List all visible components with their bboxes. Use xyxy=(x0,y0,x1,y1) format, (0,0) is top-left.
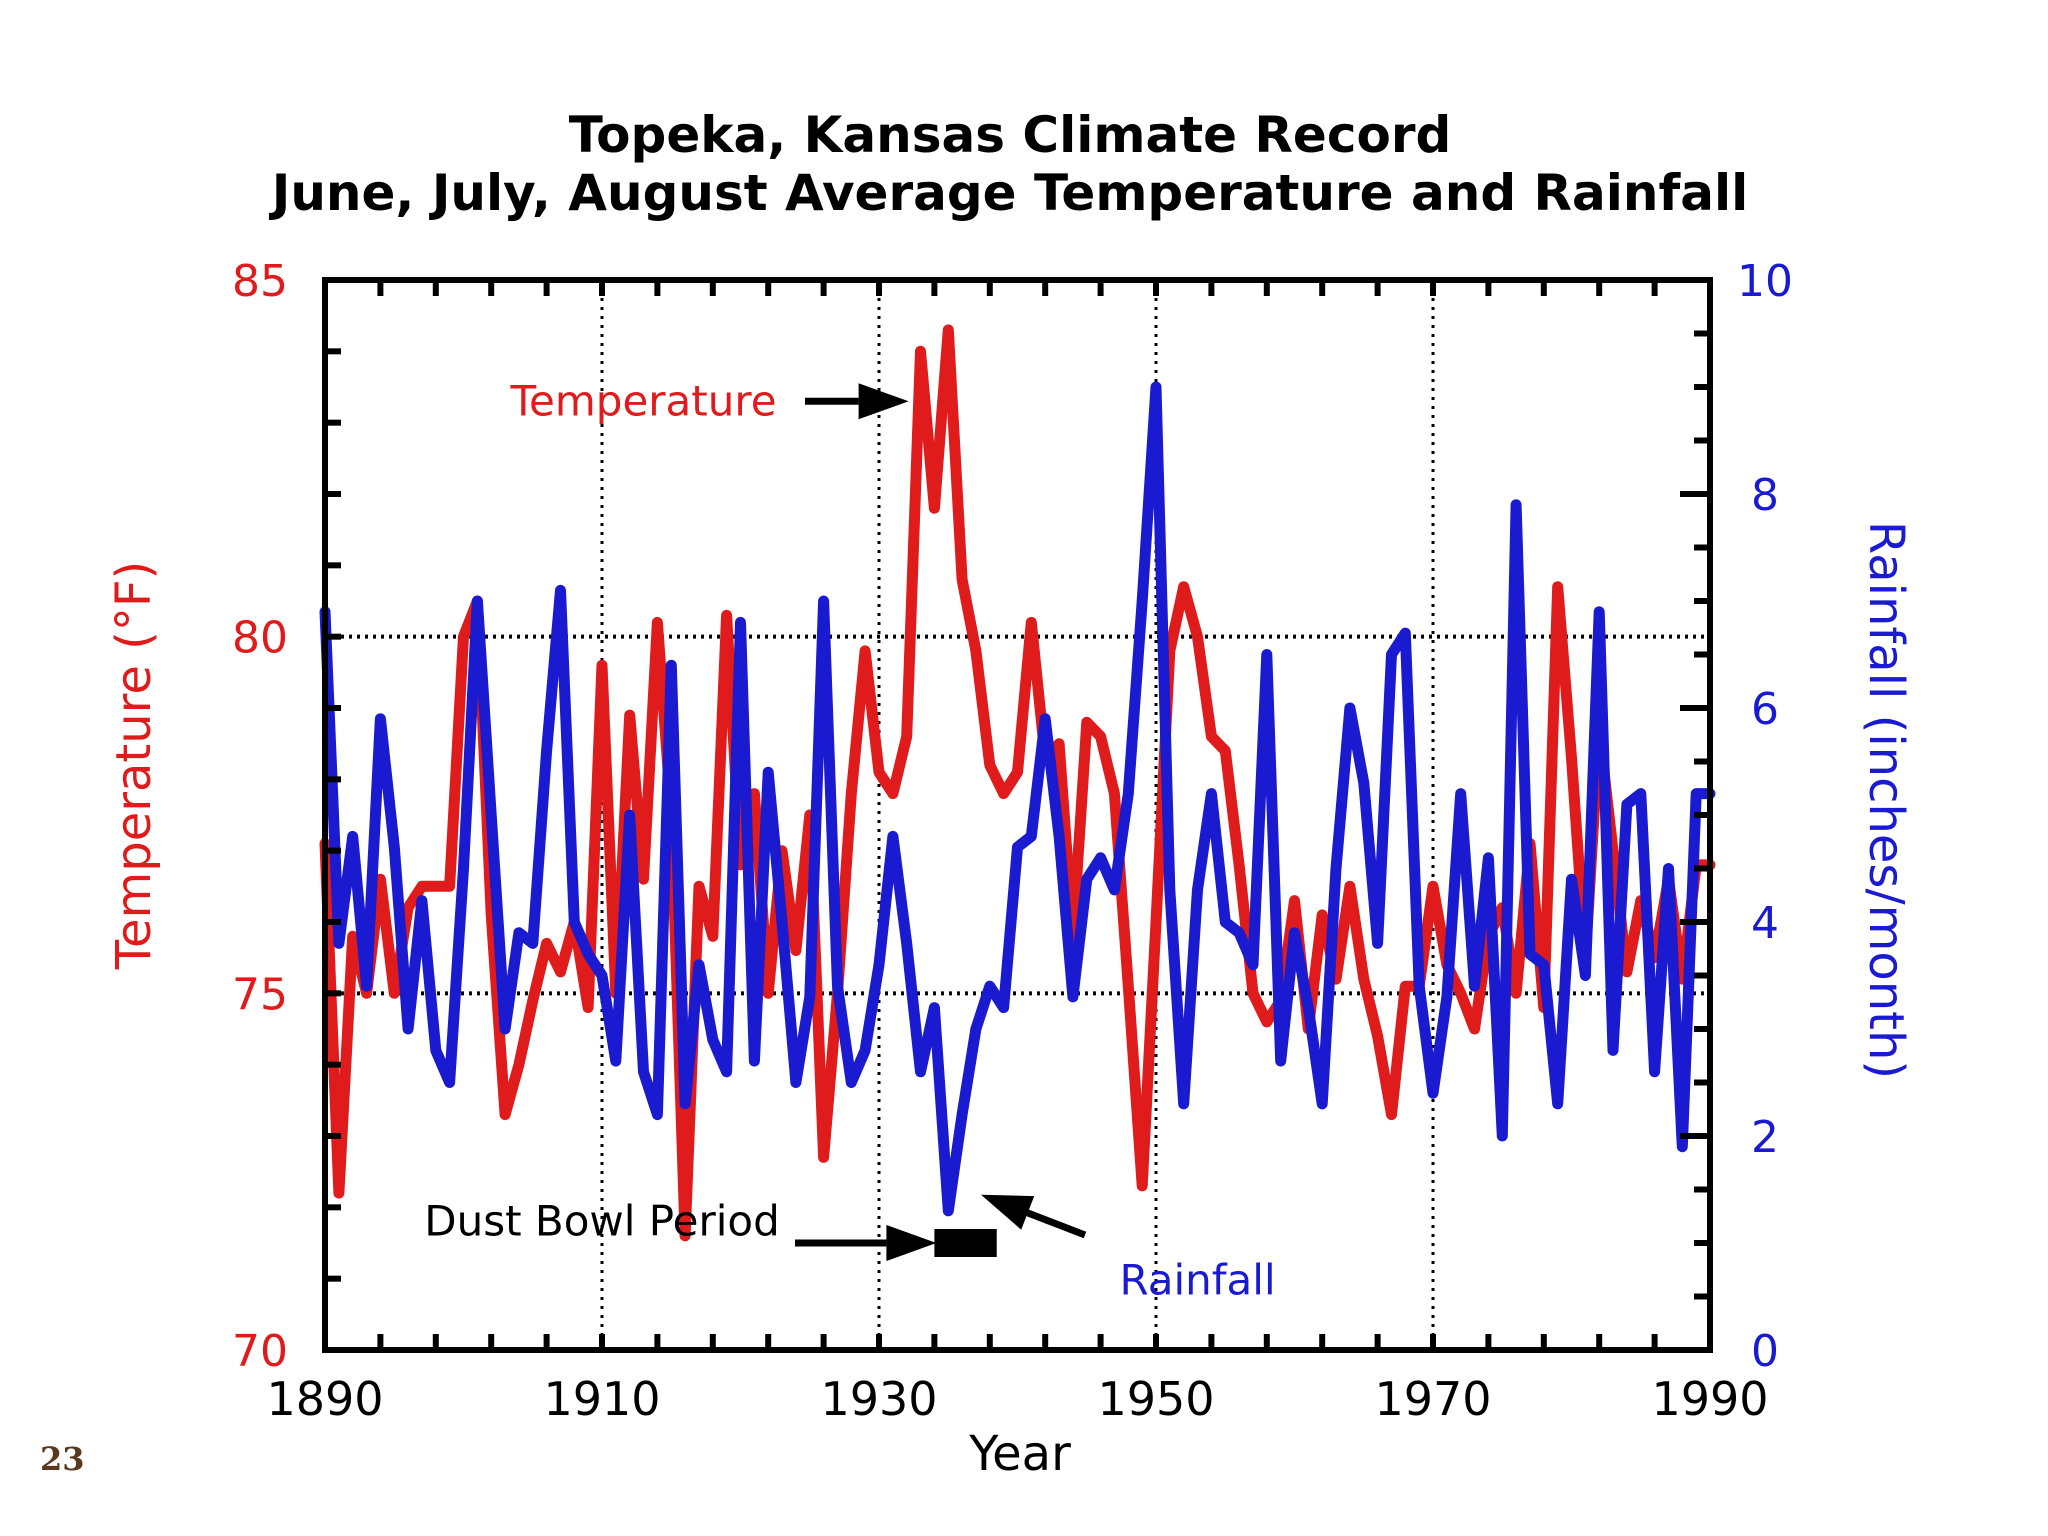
y-axis-label-right: Rainfall (inches/month) xyxy=(1858,521,1914,1079)
y-left-tick-label: 80 xyxy=(232,613,288,664)
y-right-tick-label: 4 xyxy=(1751,898,1779,949)
x-tick-label: 1990 xyxy=(1651,1372,1768,1426)
grid-lines xyxy=(325,280,1710,1350)
dust-bowl-arrow-head xyxy=(886,1225,937,1261)
rainfall-arrow-head xyxy=(981,1194,1035,1230)
chart-title: Topeka, Kansas Climate Record xyxy=(569,106,1452,164)
x-axis-label: Year xyxy=(968,1426,1071,1482)
x-tick-label: 1910 xyxy=(543,1372,660,1426)
y-axis-label-left: Temperature (°F) xyxy=(106,561,162,970)
y-right-tick-label: 2 xyxy=(1751,1112,1779,1163)
temperature-annotation-label: Temperature xyxy=(510,376,777,425)
rainfall-arrow-shaft xyxy=(1026,1209,1087,1239)
y-left-tick-label: 70 xyxy=(232,1326,288,1377)
series-line-rainfall xyxy=(319,381,1716,1217)
annotations: Temperature Rainfall Dust Bowl Period xyxy=(424,376,1275,1304)
temperature-arrow-head xyxy=(858,383,909,420)
x-tick-label: 1970 xyxy=(1374,1372,1491,1426)
y-right-tick-label: 0 xyxy=(1751,1326,1779,1377)
series-line-temperature xyxy=(319,324,1716,1242)
tick-marks xyxy=(325,280,1710,1350)
plot-area-border xyxy=(322,277,1713,1353)
x-tick-label: 1890 xyxy=(266,1372,383,1426)
rainfall-annotation-label: Rainfall xyxy=(1119,1255,1275,1304)
x-tick-label: 1930 xyxy=(820,1372,937,1426)
y-right-tick-label: 10 xyxy=(1737,256,1793,307)
slide-number: 23 xyxy=(40,1440,85,1478)
chart-subtitle: June, July, August Average Temperature a… xyxy=(269,164,1749,222)
y-right-tick-label: 8 xyxy=(1751,470,1779,521)
y-left-tick-label: 85 xyxy=(232,256,288,307)
x-tick-label: 1950 xyxy=(1097,1372,1214,1426)
plot-frame xyxy=(322,277,1713,1353)
dust-bowl-annotation-label: Dust Bowl Period xyxy=(424,1197,780,1246)
dust-bowl-period-bar xyxy=(934,1229,997,1257)
y-right-tick-label: 6 xyxy=(1751,684,1779,735)
y-left-tick-label: 75 xyxy=(232,969,288,1020)
series-layer xyxy=(319,324,1716,1242)
